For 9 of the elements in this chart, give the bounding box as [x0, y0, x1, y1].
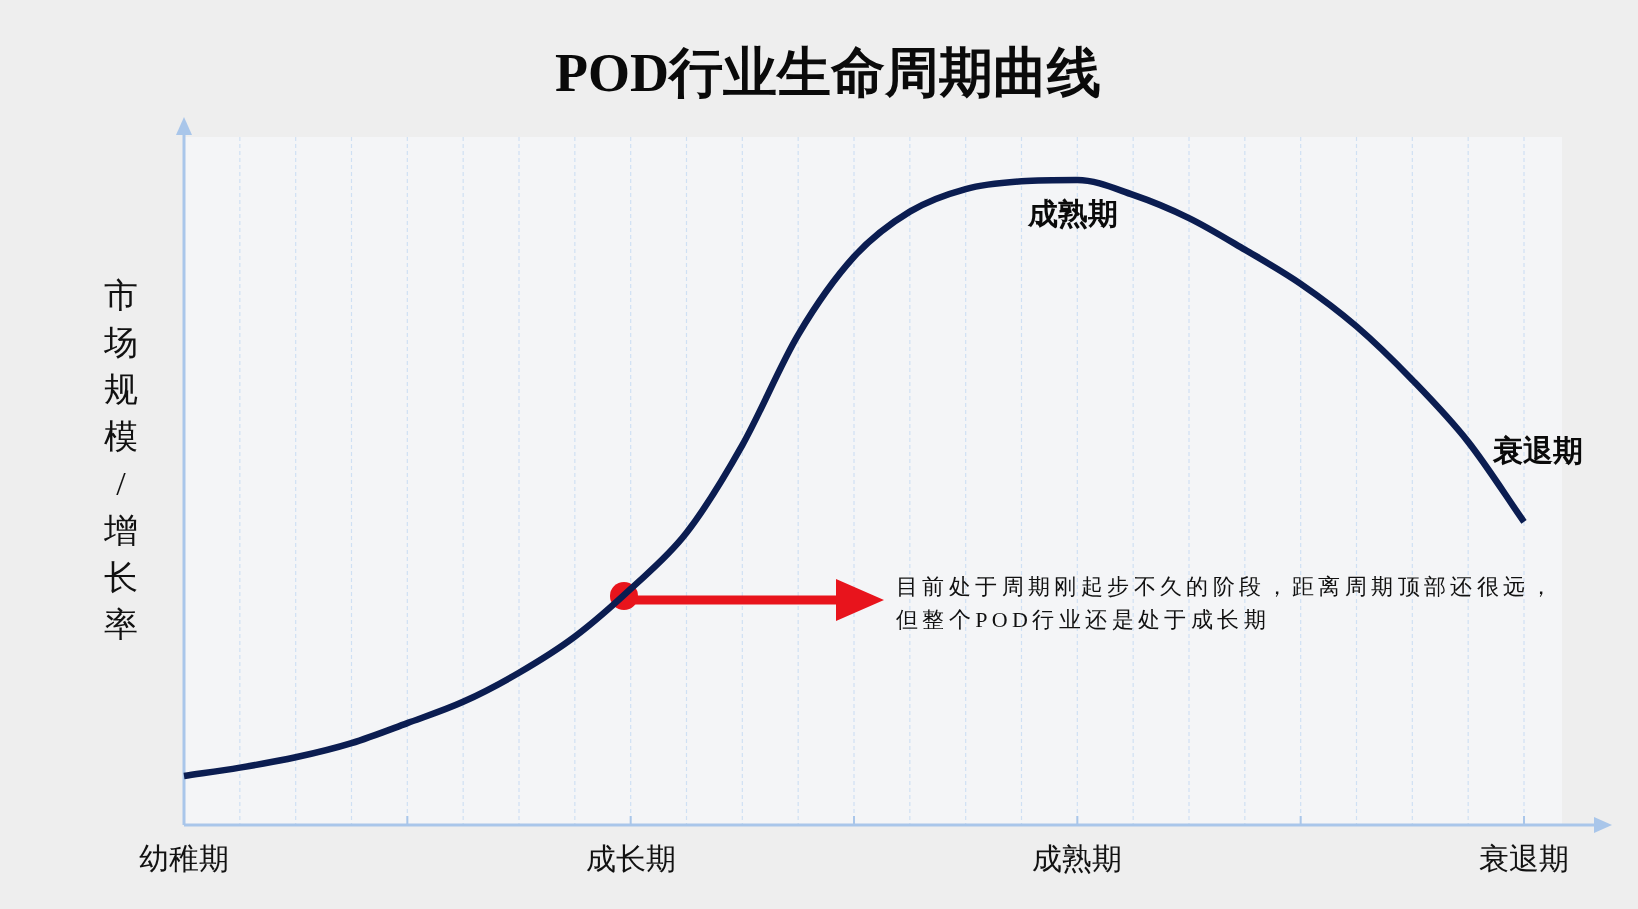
- x-tick-label: 衰退期: [1479, 842, 1569, 875]
- annotation: 目前处于周期刚起步不久的阶段，距离周期顶部还很远，但整个POD行业还是处于成长期: [896, 574, 1556, 632]
- y-axis-title: 市场规模/增长率: [103, 277, 138, 643]
- x-tick-label: 幼稚期: [139, 842, 229, 875]
- x-tick-label: 成熟期: [1032, 842, 1123, 875]
- x-tick-label: 成长期: [585, 842, 676, 875]
- annotation: 衰退期: [1492, 434, 1583, 467]
- chart-title: POD行业生命周期曲线: [555, 43, 1101, 103]
- annotation: 成熟期: [1027, 197, 1119, 230]
